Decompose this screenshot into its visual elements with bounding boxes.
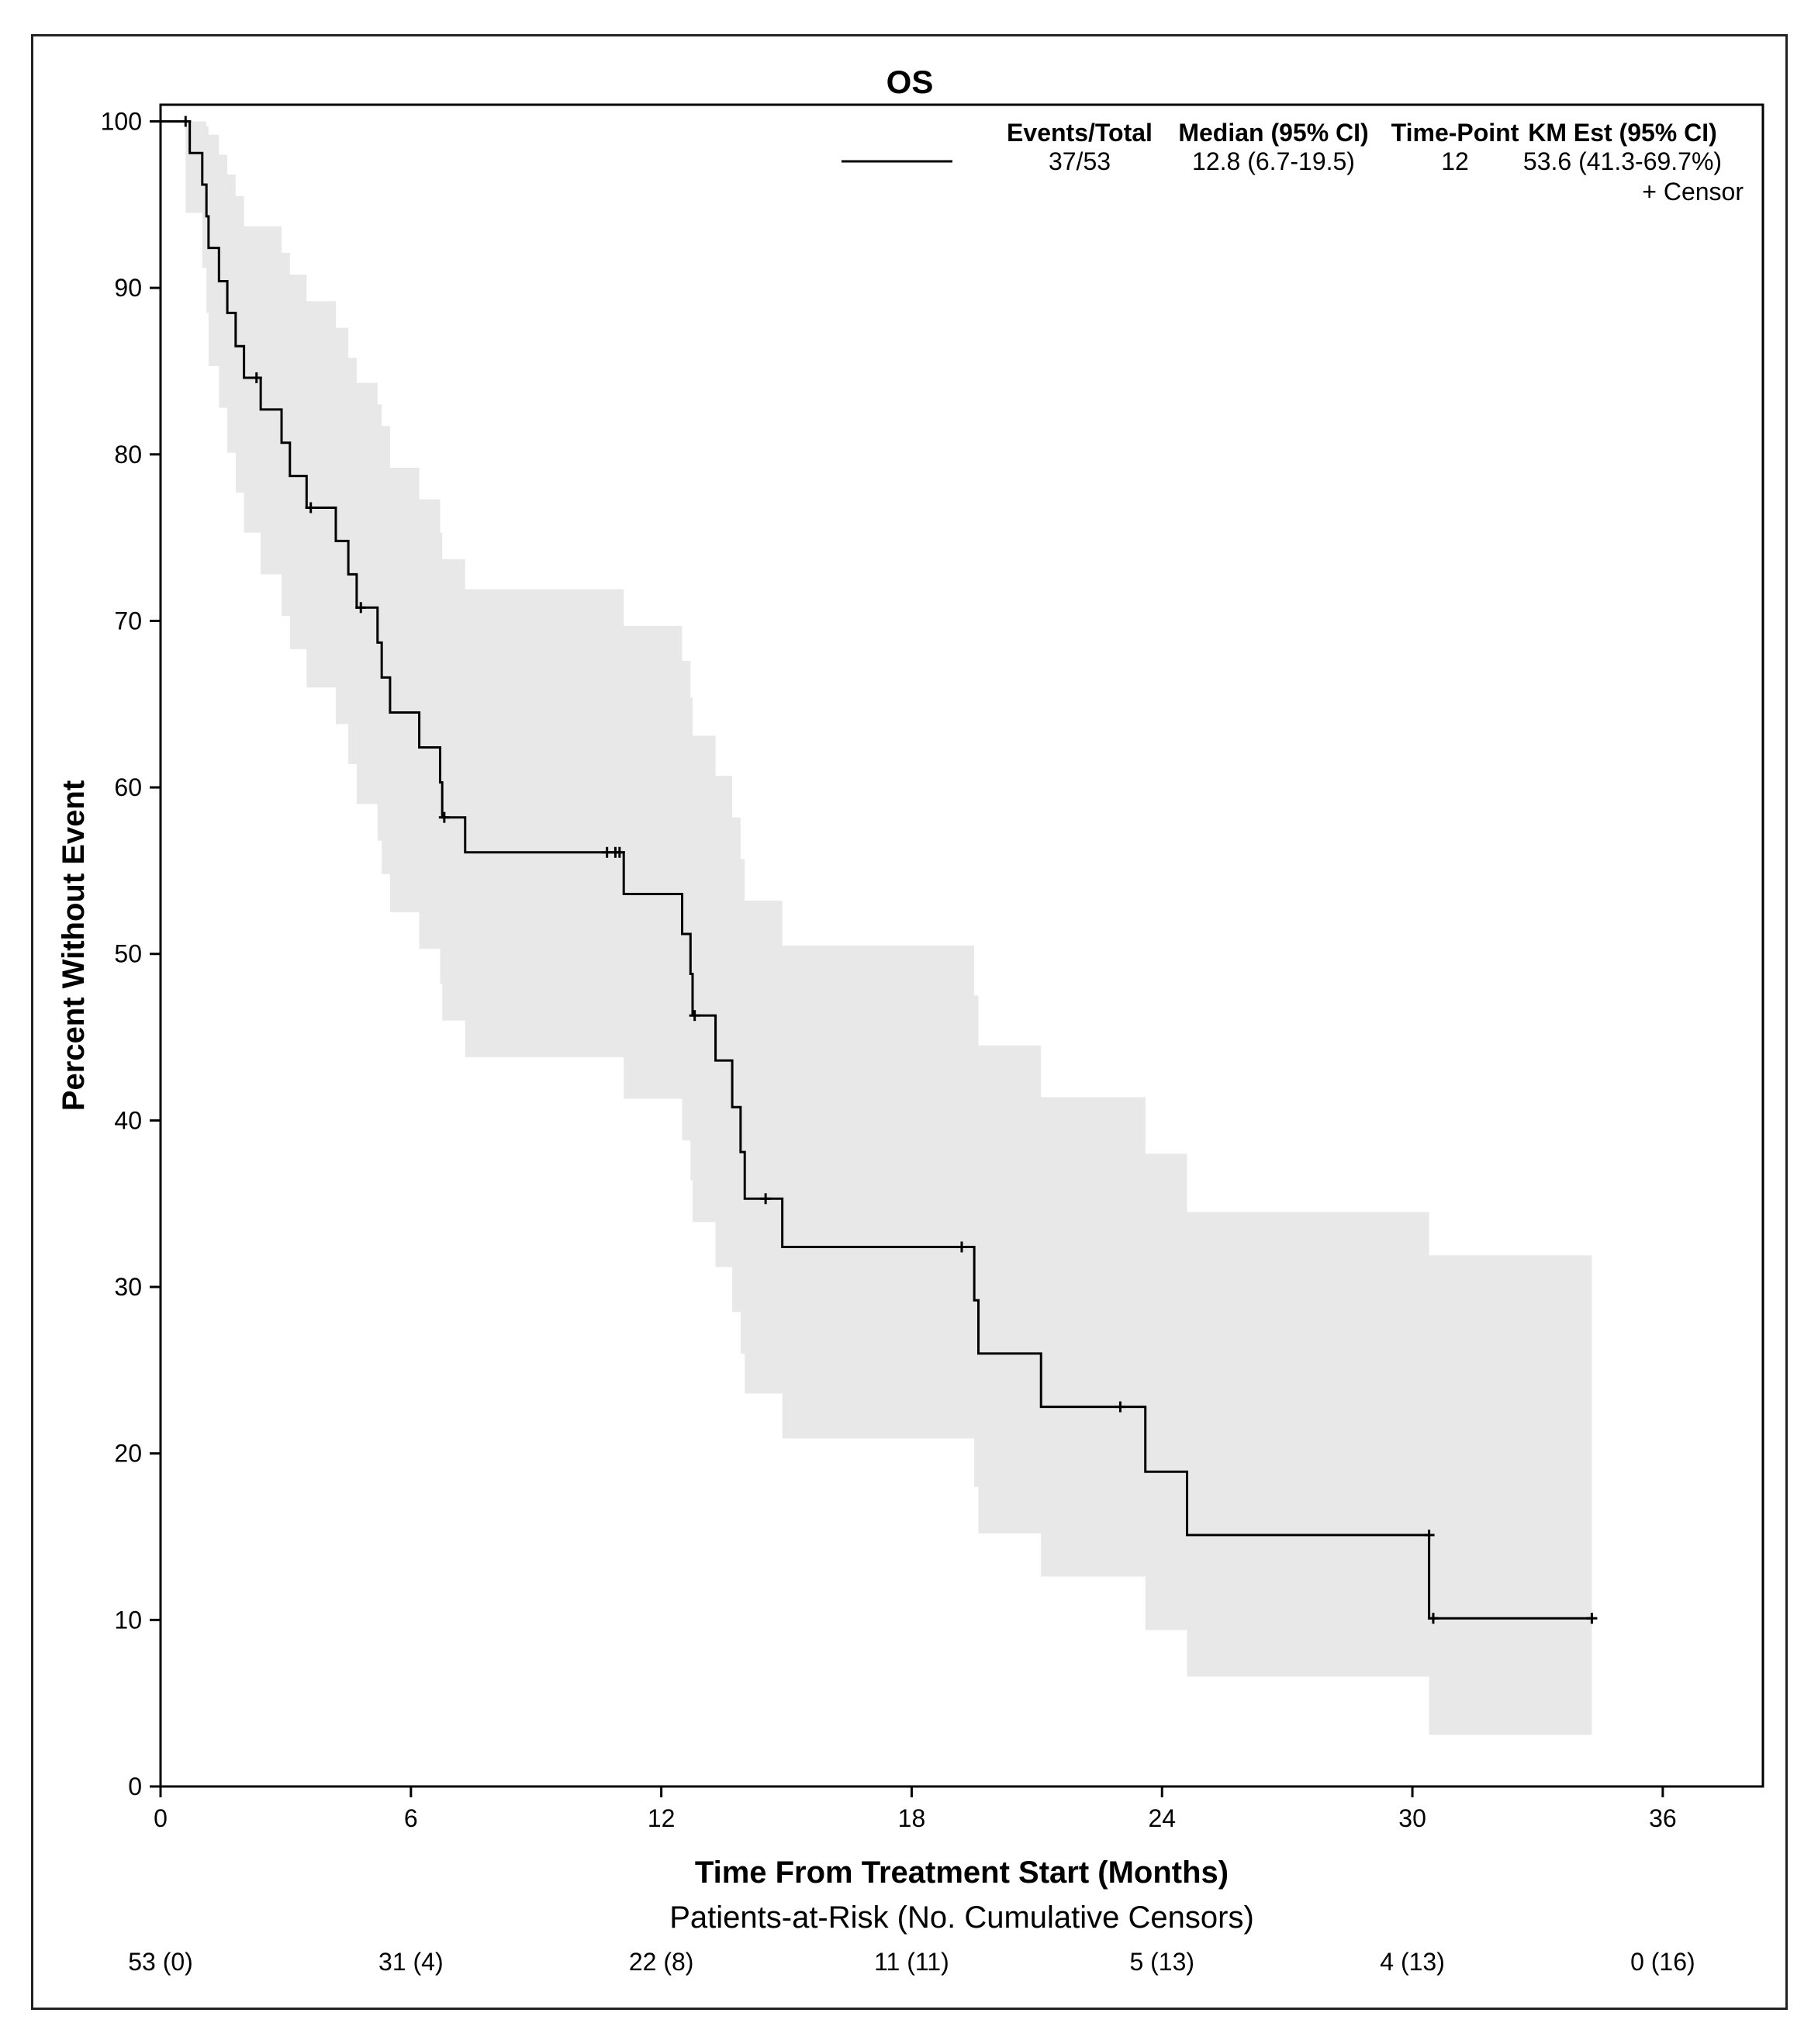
y-tick-label: 20 xyxy=(114,1440,142,1468)
risk-table-values: 53 (0) 31 (4) 22 (8) 11 (11) 5 (13) 4 (13) 0 (… xyxy=(128,1948,1695,1976)
chart-title: OS xyxy=(886,64,934,100)
legend-value-timepoint: 12 xyxy=(1441,147,1469,175)
x-axis-label: Time From Treatment Start (Months) xyxy=(695,1856,1229,1890)
censor-mark xyxy=(760,1193,772,1205)
censor-mark xyxy=(180,116,192,127)
risk-table-value: 31 (4) xyxy=(378,1948,444,1976)
legend-header-kmest: KM Est (95% CI) xyxy=(1528,119,1717,147)
censor-mark xyxy=(956,1241,967,1253)
y-tick-label: 100 xyxy=(101,107,142,135)
y-tick-label: 0 xyxy=(128,1773,142,1800)
y-tick-label: 10 xyxy=(114,1606,142,1634)
risk-table-value: 5 (13) xyxy=(1129,1948,1194,1976)
censor-mark xyxy=(251,372,262,384)
x-tick-label: 24 xyxy=(1148,1804,1176,1832)
legend-value-median: 12.8 (6.7-19.5) xyxy=(1192,147,1355,175)
y-axis-label: Percent Without Event xyxy=(57,780,91,1111)
censor-mark xyxy=(613,846,625,858)
x-tick-label: 0 xyxy=(154,1804,168,1832)
legend: Events/Total Median (95% CI) Time-Point … xyxy=(842,119,1744,206)
y-tick-label: 70 xyxy=(114,607,142,635)
legend-value-events: 37/53 xyxy=(1049,147,1111,175)
risk-table-value: 0 (16) xyxy=(1630,1948,1695,1976)
survival-curve xyxy=(161,119,1592,1620)
risk-table-value: 4 (13) xyxy=(1380,1948,1445,1976)
risk-table-value: 11 (11) xyxy=(874,1948,949,1976)
censor-marks xyxy=(180,116,1598,1624)
y-axis-ticks: 0 10 20 30 40 50 60 70 80 90 100 xyxy=(101,107,161,1800)
risk-table-value: 22 (8) xyxy=(629,1948,694,1976)
x-tick-label: 30 xyxy=(1398,1804,1426,1832)
x-tick-label: 12 xyxy=(648,1804,676,1832)
legend-censor-label: + Censor xyxy=(1642,178,1744,206)
censor-mark xyxy=(689,1010,700,1022)
censor-mark xyxy=(1423,1529,1435,1541)
risk-table-title: Patients-at-Risk (No. Cumulative Censors… xyxy=(669,1900,1254,1935)
y-tick-label: 80 xyxy=(114,441,142,469)
y-tick-label: 90 xyxy=(114,274,142,302)
x-tick-label: 36 xyxy=(1649,1804,1677,1832)
x-tick-label: 6 xyxy=(404,1804,418,1832)
x-tick-label: 18 xyxy=(898,1804,926,1832)
censor-mark xyxy=(438,811,450,823)
legend-header-median: Median (95% CI) xyxy=(1178,119,1368,147)
y-tick-label: 50 xyxy=(114,940,142,968)
legend-header-events: Events/Total xyxy=(1007,119,1153,147)
y-tick-label: 60 xyxy=(114,773,142,801)
plot-area-border xyxy=(159,103,1764,1788)
censor-mark xyxy=(1427,1613,1439,1624)
risk-table-value: 53 (0) xyxy=(128,1948,193,1976)
legend-value-kmest: 53.6 (41.3-69.7%) xyxy=(1523,147,1722,175)
censor-mark xyxy=(1586,1613,1598,1624)
y-tick-label: 30 xyxy=(114,1273,142,1301)
censor-mark xyxy=(1115,1401,1126,1413)
legend-header-timepoint: Time-Point xyxy=(1391,119,1519,147)
censor-mark xyxy=(305,502,316,514)
censor-mark xyxy=(355,602,367,614)
confidence-band xyxy=(161,121,1592,1735)
x-axis-ticks: 0 6 12 18 24 30 36 xyxy=(154,1786,1677,1832)
y-tick-label: 40 xyxy=(114,1106,142,1134)
